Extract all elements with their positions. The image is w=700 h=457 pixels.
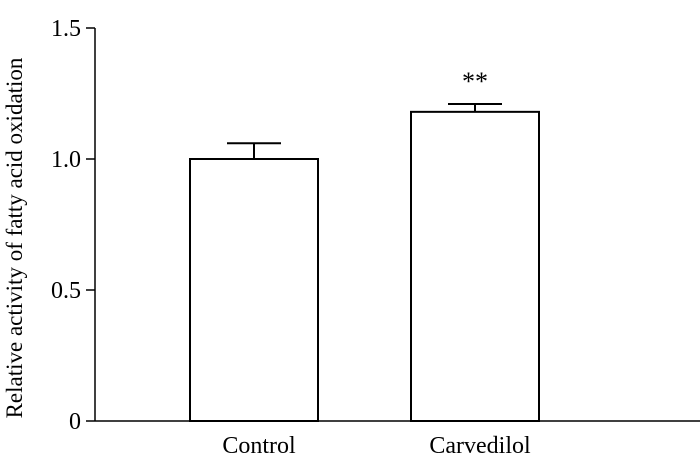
x-tick-label: Control: [222, 433, 296, 457]
x-tick-labels: Control Carvedilol: [222, 433, 531, 457]
y-tick-label: 0.5: [51, 278, 81, 304]
bar-control: [189, 158, 319, 422]
y-tick-label: 1.0: [51, 147, 81, 173]
bars: **: [189, 67, 540, 422]
y-tick-label: 1.5: [51, 16, 81, 42]
significance-marker: **: [462, 67, 488, 96]
y-tick-label: 0: [69, 409, 81, 435]
x-tick-label: Carvedilol: [429, 433, 531, 457]
bar-carvedilol: [410, 110, 540, 422]
y-ticks: 0 0.5 1.0 1.5: [51, 16, 95, 435]
y-axis-title: Relative activity of fatty acid oxidatio…: [2, 57, 27, 418]
